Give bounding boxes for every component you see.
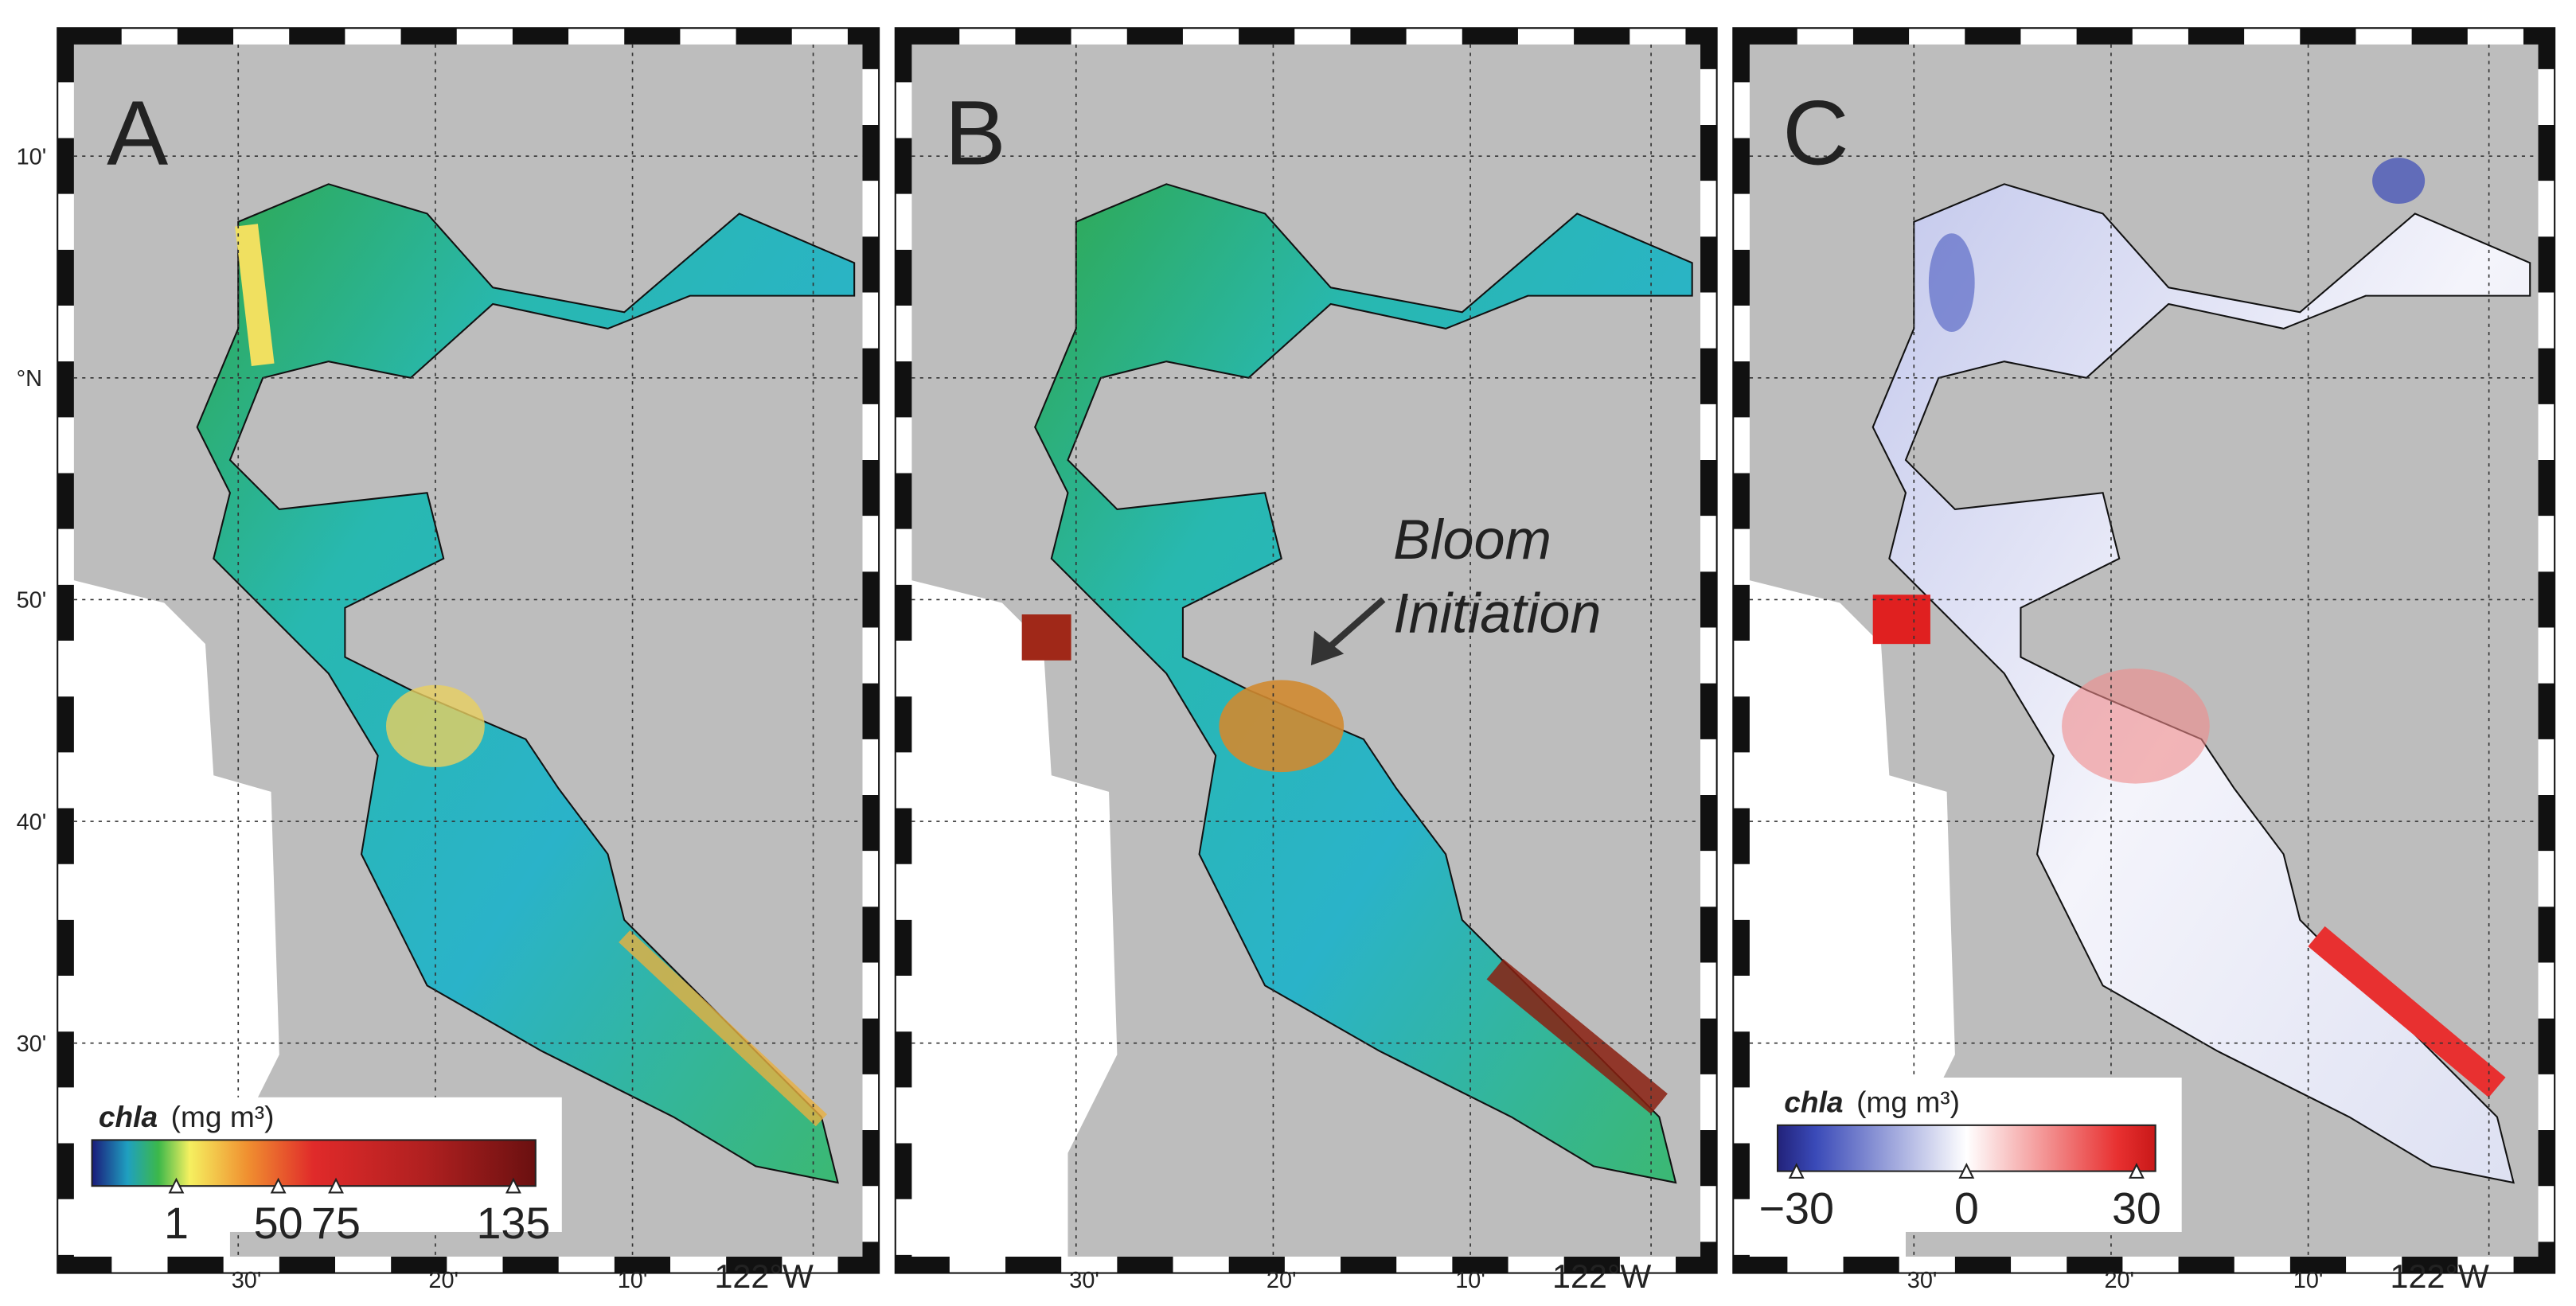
x-axis-label: 122°W: [1552, 1258, 1651, 1295]
colorbar-tick-label: 0: [1954, 1184, 1979, 1234]
x-axis-label: 10': [2293, 1268, 2324, 1293]
x-axis-label: 20': [1267, 1268, 1297, 1293]
negative-patch: [1928, 233, 1975, 333]
frame: [57, 28, 880, 1273]
colorbar-tick-label: 75: [311, 1199, 361, 1248]
x-axis-label: 30': [1907, 1268, 1938, 1293]
colorbar-units: (mg m³): [171, 1100, 275, 1133]
annotation: Initiation: [1393, 582, 1601, 645]
colorbar-tick-label: −30: [1758, 1184, 1834, 1234]
colorbar-tick: [1788, 1163, 1805, 1179]
bloom-patch: [1021, 614, 1071, 661]
shore-band: [619, 930, 827, 1127]
panel-label: A: [107, 82, 168, 185]
colorbar-variable: chla: [1784, 1085, 1843, 1118]
colorbar: [91, 1139, 537, 1187]
annotation-arrowhead: [1310, 630, 1345, 665]
colorbar-tick: [2129, 1163, 2145, 1179]
y-axis-label: 40': [17, 809, 47, 835]
colorbar-tick-label: 135: [476, 1199, 550, 1248]
colorbar-tick: [328, 1177, 344, 1194]
positive-patch: [1872, 595, 1930, 645]
x-axis-label: 122°W: [714, 1258, 813, 1295]
annotation-arrow: [1325, 597, 1386, 652]
bloom-patch: [1219, 680, 1345, 773]
shore-band: [235, 224, 275, 366]
negative-patch: [2372, 158, 2426, 205]
map-panel: B: [894, 27, 1718, 1274]
frame-edge: [1732, 27, 2556, 1274]
annotation: Bloom: [1393, 508, 1551, 571]
colorbar-tick: [168, 1177, 185, 1194]
panel-label: C: [1782, 82, 1848, 185]
colorbar-tick-label: 30: [2112, 1184, 2161, 1234]
positive-patch: [2062, 669, 2210, 784]
y-axis-label: °N: [17, 366, 42, 392]
positive-band: [2308, 926, 2506, 1098]
x-axis-label: 30': [1069, 1268, 1099, 1293]
x-axis-label: 122°W: [2391, 1258, 2489, 1295]
x-axis-label: 20': [428, 1268, 459, 1293]
frame-edge: [57, 27, 880, 1274]
x-axis-label: 10': [1455, 1268, 1485, 1293]
panel-label: B: [945, 82, 1006, 185]
x-axis-label: 20': [2104, 1268, 2134, 1293]
y-axis-label: 10': [17, 145, 47, 170]
map-panel: C: [1732, 27, 2556, 1274]
colorbar-units: (mg m³): [1856, 1085, 1960, 1118]
colorbar-tick-label: 50: [254, 1199, 303, 1248]
shore-band: [1486, 959, 1668, 1114]
y-axis-label: 50': [17, 588, 47, 614]
map-panel: A: [57, 27, 880, 1274]
colorbar-variable: chla: [99, 1100, 158, 1133]
colorbar-tick-label: 1: [164, 1199, 189, 1248]
x-axis-label: 30': [232, 1268, 262, 1293]
colorbar-tick: [270, 1177, 287, 1194]
colorbar-tick: [505, 1177, 521, 1194]
colorbar-tick: [1958, 1163, 1975, 1179]
y-axis-label: 30': [17, 1031, 47, 1057]
frame-edge: [894, 27, 1718, 1274]
x-axis-label: 10': [618, 1268, 648, 1293]
frame: [895, 28, 1717, 1273]
frame: [1733, 28, 2555, 1273]
